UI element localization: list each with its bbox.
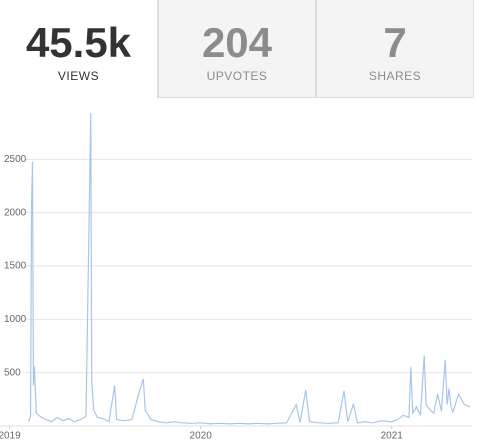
chart: 500 1000 1500 2000 2500 2019 2020 2021: [0, 112, 472, 442]
stat-label: UPVOTES: [206, 69, 268, 83]
series-line: [28, 112, 471, 425]
stat-tab[interactable]: 45.5k VIEWS: [0, 0, 158, 98]
stat-label: SHARES: [368, 69, 422, 83]
x-tick-label: 2020: [190, 431, 213, 442]
stat-label: VIEWS: [57, 69, 100, 83]
stat-tab[interactable]: 204 UPVOTES: [158, 0, 316, 98]
x-tick-label: 2019: [0, 431, 21, 442]
y-tick-label: 2500: [4, 154, 27, 165]
y-tick-label: 1000: [4, 314, 27, 325]
stat-tabs: 45.5k VIEWS 204 UPVOTES 7 SHARES: [0, 0, 480, 98]
y-tick-label: 1500: [4, 261, 27, 272]
stat-tab[interactable]: 7 SHARES: [316, 0, 474, 98]
stat-value: 45.5k: [25, 19, 132, 66]
y-tick-label: 500: [4, 367, 21, 378]
x-tick-label: 2021: [381, 431, 404, 442]
stat-value: 204: [201, 19, 273, 66]
y-tick-label: 2000: [4, 207, 27, 218]
stat-value: 7: [383, 19, 407, 66]
